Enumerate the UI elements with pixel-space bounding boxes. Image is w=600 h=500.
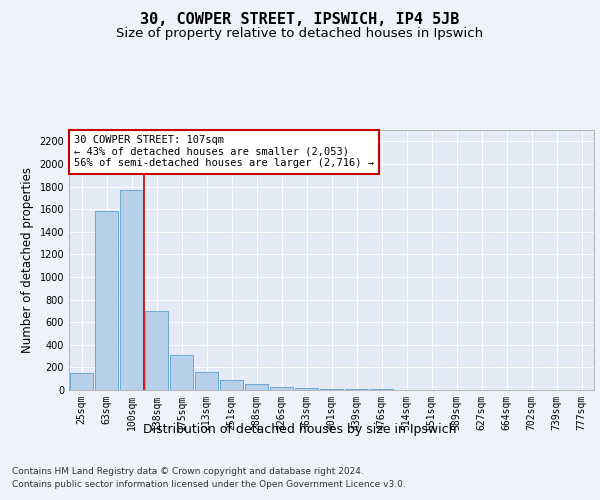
Y-axis label: Number of detached properties: Number of detached properties: [21, 167, 34, 353]
Text: Contains public sector information licensed under the Open Government Licence v3: Contains public sector information licen…: [12, 480, 406, 489]
Bar: [95, 212, 118, 390]
Bar: [145, 311, 169, 390]
Bar: [245, 384, 268, 390]
Bar: [295, 388, 319, 390]
Bar: [320, 389, 343, 390]
Bar: [119, 190, 143, 390]
Text: Contains HM Land Registry data © Crown copyright and database right 2024.: Contains HM Land Registry data © Crown c…: [12, 468, 364, 476]
Bar: [344, 389, 368, 390]
Text: 30 COWPER STREET: 107sqm
← 43% of detached houses are smaller (2,053)
56% of sem: 30 COWPER STREET: 107sqm ← 43% of detach…: [74, 135, 374, 168]
Text: Distribution of detached houses by size in Ipswich: Distribution of detached houses by size …: [143, 422, 457, 436]
Bar: [220, 380, 244, 390]
Text: Size of property relative to detached houses in Ipswich: Size of property relative to detached ho…: [116, 28, 484, 40]
Bar: [194, 372, 218, 390]
Bar: [70, 373, 94, 390]
Bar: [170, 355, 193, 390]
Text: 30, COWPER STREET, IPSWICH, IP4 5JB: 30, COWPER STREET, IPSWICH, IP4 5JB: [140, 12, 460, 28]
Bar: [269, 386, 293, 390]
